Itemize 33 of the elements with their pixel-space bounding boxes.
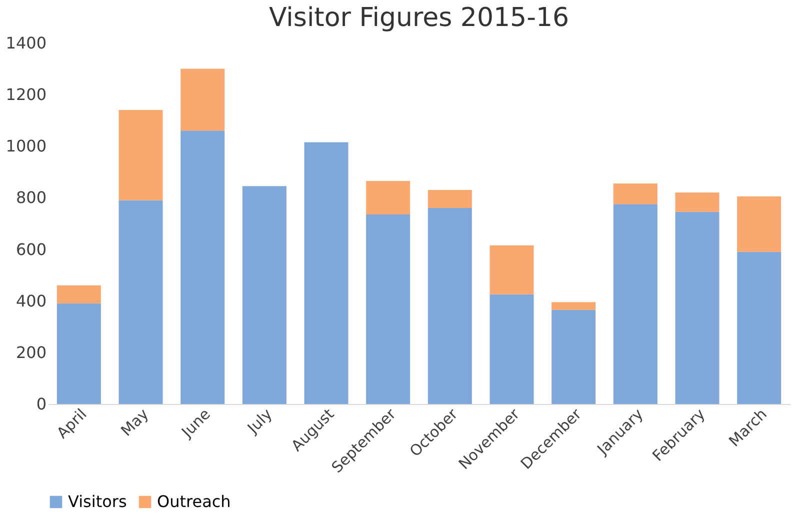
bar (490, 294, 534, 404)
bar (56, 303, 101, 404)
legend-label: Outreach (157, 492, 231, 511)
y-tick-label: 1000 (6, 136, 46, 156)
bar (490, 245, 534, 294)
y-tick-label: 800 (16, 188, 46, 208)
y-tick-label: 1400 (6, 34, 46, 52)
bar (737, 252, 782, 404)
bar (675, 212, 720, 404)
bar (242, 186, 286, 404)
bar (428, 208, 472, 404)
y-tick-label: 0 (36, 394, 46, 414)
bar (180, 68, 225, 131)
y-tick-label: 1200 (6, 85, 46, 104)
bar (366, 214, 410, 404)
bar (118, 110, 163, 200)
bar (675, 192, 720, 212)
bar (552, 310, 596, 404)
y-tick-label: 200 (16, 342, 46, 362)
bar (304, 142, 348, 404)
bar (613, 184, 658, 204)
bar (180, 130, 225, 404)
bar (56, 285, 101, 304)
bar (613, 204, 658, 404)
bar (118, 200, 163, 404)
bar (428, 190, 472, 208)
legend-label: Visitors (68, 492, 127, 511)
y-tick-label: 400 (16, 291, 46, 310)
y-tick-label: 600 (16, 240, 46, 259)
bar (552, 302, 596, 310)
bar (737, 196, 782, 252)
bar (366, 180, 410, 214)
chart-title: Visitor Figures 2015-16 (268, 3, 570, 33)
